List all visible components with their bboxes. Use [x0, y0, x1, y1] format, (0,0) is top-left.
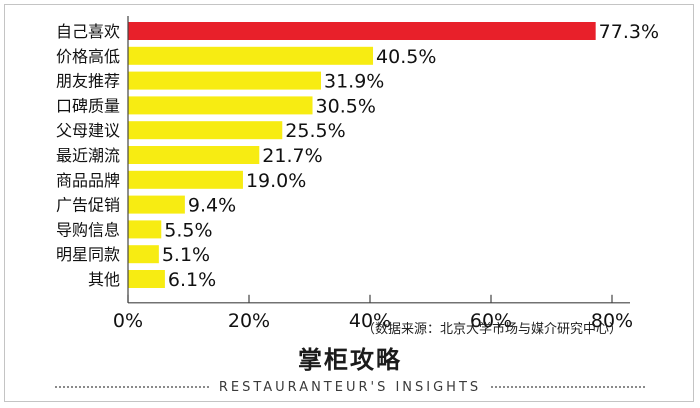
dotted-rule-right	[491, 386, 645, 388]
brand-title: 掌柜攻略	[298, 346, 402, 374]
category-label: 口碑质量	[56, 96, 120, 115]
data-label: 31.9%	[324, 71, 384, 93]
x-tick-label: 20%	[228, 310, 270, 332]
data-label: 9.4%	[188, 195, 236, 217]
brand-strip: RESTAURANTEUR'S INSIGHTS	[55, 377, 645, 397]
bar	[128, 270, 165, 288]
chart-frame	[4, 4, 694, 402]
category-label: 朋友推荐	[56, 72, 120, 91]
data-label: 30.5%	[316, 95, 376, 117]
bar	[128, 245, 159, 264]
bar	[128, 195, 185, 214]
category-label: 明星同款	[56, 245, 120, 264]
bar	[128, 170, 243, 189]
bar	[128, 46, 374, 65]
x-tick-label: 40%	[349, 310, 391, 332]
source-note: （数据来源：北京大学市场与媒介研究中心）	[362, 322, 623, 337]
data-label: 40.5%	[376, 46, 436, 68]
x-tick-label: 80%	[591, 310, 633, 332]
category-label: 价格高低	[56, 47, 120, 66]
bar	[128, 121, 283, 140]
data-label: 5.1%	[162, 244, 210, 266]
x-tick-label: 0%	[113, 310, 143, 332]
category-label: 导购信息	[56, 220, 120, 239]
x-tick-label: 60%	[470, 310, 512, 332]
bar	[128, 71, 321, 90]
data-label: 5.5%	[164, 219, 212, 241]
data-label: 21.7%	[262, 145, 322, 167]
category-label: 自己喜欢	[56, 22, 120, 41]
data-label: 19.0%	[246, 170, 306, 192]
data-label: 6.1%	[168, 269, 216, 291]
bar	[128, 96, 313, 115]
category-label: 商品品牌	[56, 171, 120, 190]
category-label: 最近潮流	[56, 146, 120, 165]
data-label: 77.3%	[599, 21, 659, 43]
category-label: 父母建议	[56, 121, 120, 140]
dotted-rule-left	[55, 386, 209, 388]
bar	[128, 146, 260, 164]
bar	[128, 220, 162, 239]
data-label: 25.5%	[285, 120, 345, 142]
bar	[128, 22, 596, 40]
category-label: 其他	[88, 270, 120, 289]
category-label: 广告促销	[56, 196, 120, 215]
brand-subtitle: RESTAURANTEUR'S INSIGHTS	[218, 379, 482, 395]
